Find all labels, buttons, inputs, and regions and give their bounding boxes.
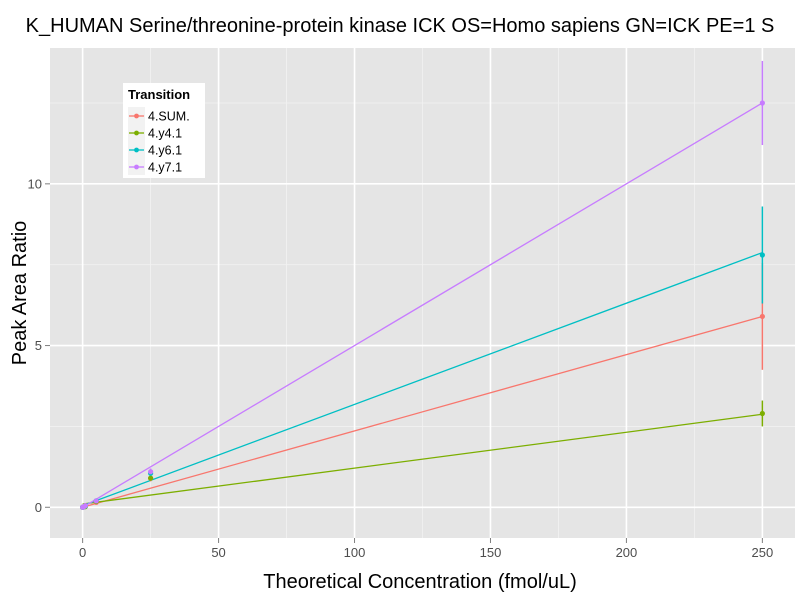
legend-label: 4.y6.1 <box>148 144 182 158</box>
chart-title: K_HUMAN Serine/threonine-protein kinase … <box>26 15 775 37</box>
x-tick-label: 100 <box>344 545 366 560</box>
x-tick-label: 200 <box>616 545 638 560</box>
legend-label: 4.y7.1 <box>148 161 182 175</box>
fit-line-4-y4-1 <box>82 413 763 505</box>
legend-key-point <box>134 113 139 119</box>
x-axis-label: Theoretical Concentration (fmol/uL) <box>263 571 576 593</box>
y-tick-label: 5 <box>35 338 42 353</box>
data-point <box>759 313 765 320</box>
data-point <box>82 503 88 509</box>
legend: Transition 4.SUM. 4.y4.1 4.y6.1 4.y7.1 <box>123 83 205 178</box>
fit-line-4-y7-1 <box>82 102 763 508</box>
grid-major <box>50 48 795 538</box>
x-tick-label: 250 <box>752 545 774 560</box>
legend-key-point <box>134 147 139 153</box>
legend-key-point <box>134 130 139 136</box>
x-tick-label: 0 <box>79 545 86 560</box>
data-point <box>148 475 154 481</box>
y-axis: 0 5 10 <box>28 176 50 515</box>
y-axis-label: Peak Area Ratio <box>9 221 31 366</box>
y-tick-label: 10 <box>28 176 42 191</box>
legend-items: 4.SUM. 4.y4.1 4.y6.1 4.y7.1 <box>128 107 190 175</box>
data-point <box>148 469 154 475</box>
legend-key-point <box>134 164 139 170</box>
legend-label: 4.SUM. <box>148 110 190 124</box>
x-axis: 0 50 100 150 200 250 <box>79 538 773 560</box>
y-tick-label: 0 <box>35 500 42 515</box>
fit-line-4-y6-1 <box>82 251 763 507</box>
data-point <box>759 100 765 106</box>
fit-lines <box>82 102 763 508</box>
data-points <box>80 100 765 510</box>
x-tick-label: 50 <box>211 545 225 560</box>
data-point <box>759 252 765 258</box>
legend-title: Transition <box>128 87 190 102</box>
data-point <box>93 498 99 504</box>
fit-line-4-SUM <box>82 315 763 508</box>
legend-label: 4.y4.1 <box>148 127 182 141</box>
x-tick-label: 150 <box>480 545 502 560</box>
data-point <box>759 410 765 417</box>
